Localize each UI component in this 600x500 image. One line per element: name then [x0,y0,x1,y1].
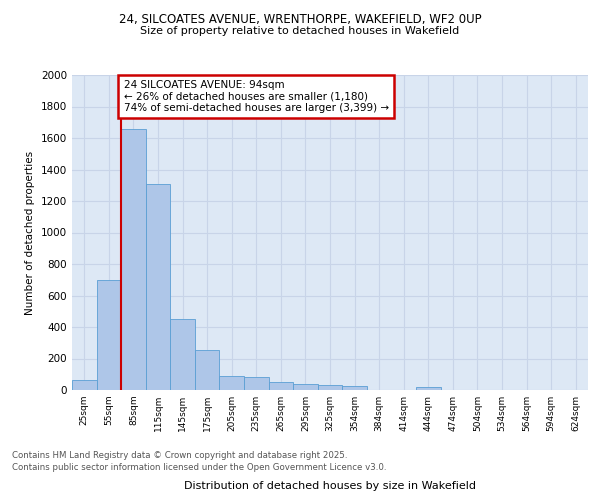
Bar [220,376,244,390]
Bar [293,384,318,390]
Bar [342,386,367,390]
Bar [72,380,97,390]
Bar [244,376,269,390]
Text: Contains HM Land Registry data © Crown copyright and database right 2025.: Contains HM Land Registry data © Crown c… [12,450,347,460]
Bar [318,386,342,390]
Text: 24 SILCOATES AVENUE: 94sqm
← 26% of detached houses are smaller (1,180)
74% of s: 24 SILCOATES AVENUE: 94sqm ← 26% of deta… [124,80,389,113]
Bar [121,128,146,390]
Text: Contains public sector information licensed under the Open Government Licence v3: Contains public sector information licen… [12,463,386,472]
Text: 24, SILCOATES AVENUE, WRENTHORPE, WAKEFIELD, WF2 0UP: 24, SILCOATES AVENUE, WRENTHORPE, WAKEFI… [119,12,481,26]
Bar [146,184,170,390]
Text: Size of property relative to detached houses in Wakefield: Size of property relative to detached ho… [140,26,460,36]
Bar [269,382,293,390]
Bar [195,350,220,390]
Bar [97,280,121,390]
Bar [170,319,195,390]
Bar [416,387,440,390]
X-axis label: Distribution of detached houses by size in Wakefield: Distribution of detached houses by size … [184,481,476,491]
Y-axis label: Number of detached properties: Number of detached properties [25,150,35,314]
